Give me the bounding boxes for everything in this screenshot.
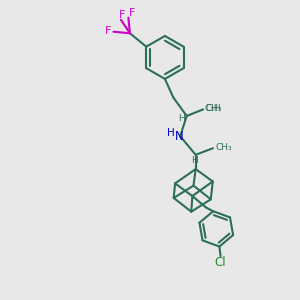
Text: F: F — [129, 8, 136, 18]
Text: CH₃: CH₃ — [215, 143, 232, 152]
Text: H: H — [167, 128, 175, 138]
Text: Cl: Cl — [215, 256, 226, 269]
Text: H: H — [191, 156, 198, 165]
Text: C₃H: C₃H — [205, 104, 221, 113]
Text: N: N — [175, 130, 183, 143]
Text: F: F — [118, 10, 125, 20]
Text: CH₃: CH₃ — [206, 104, 222, 113]
Text: H: H — [178, 113, 185, 122]
Text: F: F — [105, 26, 112, 36]
